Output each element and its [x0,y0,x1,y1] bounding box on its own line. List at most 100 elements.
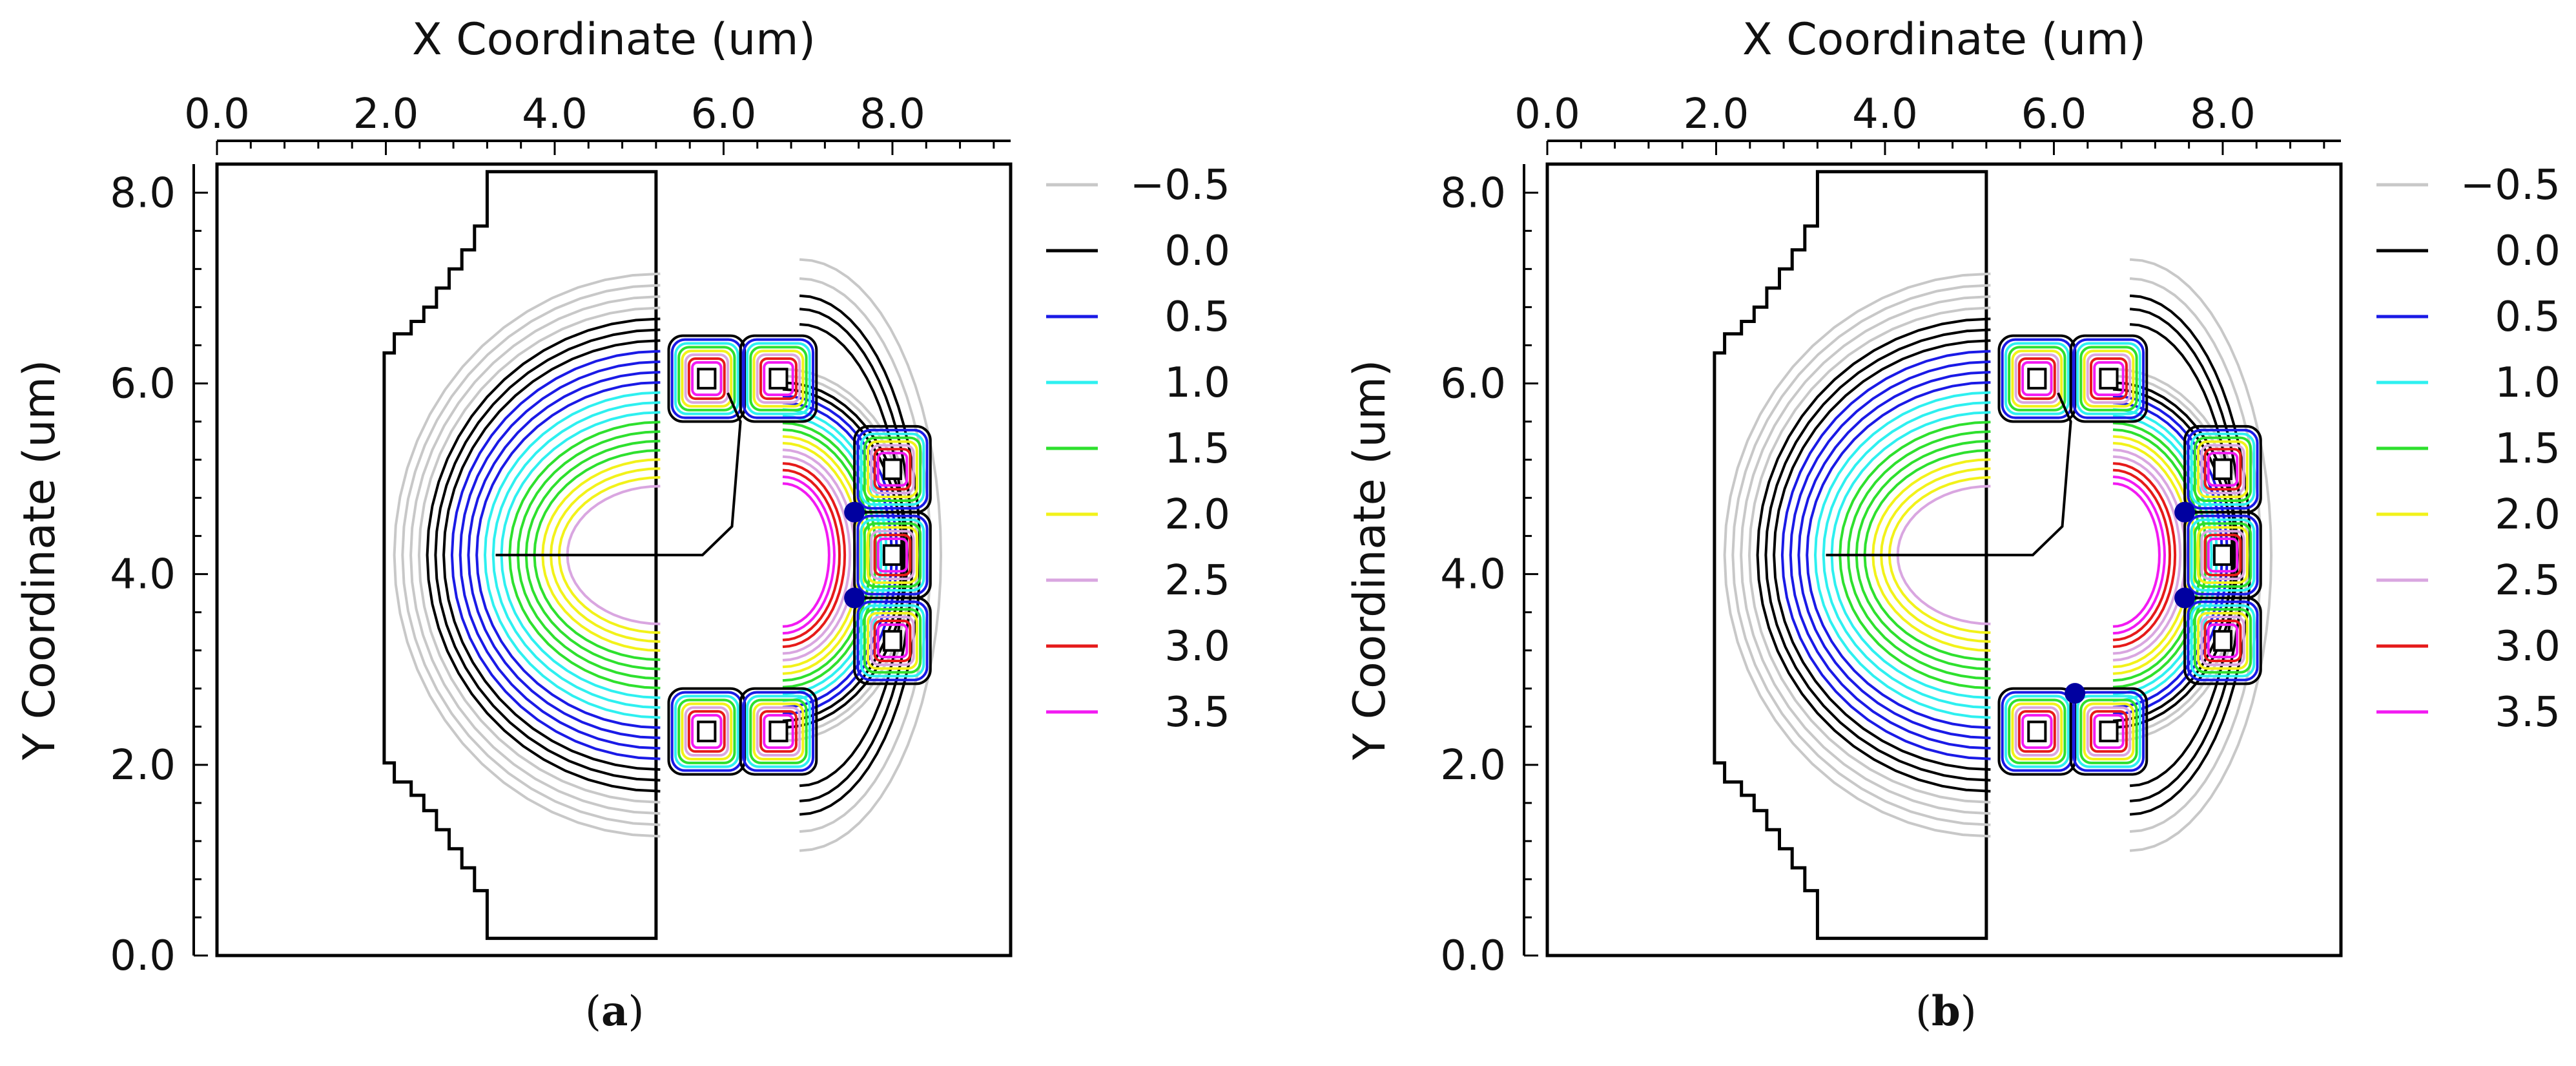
contact-square [2099,368,2119,390]
contour-ring [742,691,815,772]
contact-2 [1997,687,2077,776]
contour-line [2129,308,2244,802]
contact-3 [739,687,818,776]
contour-ring [2187,600,2259,682]
contact-4 [2183,424,2262,514]
contour-ring [873,448,912,491]
contour-line [2112,476,2167,635]
contour-ring [2207,623,2239,659]
contour-ring [873,534,912,577]
contour-line [442,339,661,771]
contour-ring [2004,342,2070,415]
contour-ring [681,350,733,408]
y-tick-label: 6.0 [1440,360,1506,408]
x-tick-label: 8.0 [860,90,925,138]
contour-line [1773,339,1991,771]
contour-line [782,421,878,689]
contour-ring [752,702,805,760]
legend-label: 2.0 [1164,491,1230,539]
contour-ring [2089,357,2128,401]
contour-line [1747,306,1991,804]
legend-label: 3.0 [1164,623,1230,671]
contour-ring [2197,526,2249,584]
x-axis-label: X Coordinate (um) [1742,14,2146,65]
x-tick-label: 4.0 [522,90,588,138]
contact-3 [2069,687,2148,776]
contour-line [417,306,661,804]
contour-line [799,258,943,852]
contact-1 [2069,334,2148,423]
contour-line [782,476,836,635]
contour-ring [863,436,922,502]
contact-square [882,630,903,652]
device-outline [1713,170,1988,940]
contour-ring [860,432,925,506]
contour-ring [677,346,736,412]
legend: −0.5 0.0 0.5 1.0 1.5 2.0 2.5 3.0 3.5 [1046,162,1230,737]
contour-ring [2072,338,2145,419]
y-tick-label: 0.0 [1440,932,1506,980]
contour-ring [749,698,808,764]
contour-ring [2017,710,2056,753]
contact-1 [739,334,818,423]
center-dot [2174,501,2196,523]
contour-ring [2011,350,2063,408]
x-tick-label: 0.0 [1514,90,1580,138]
contour-line [491,401,661,709]
contour-line [2129,323,2236,788]
y-tick-label: 8.0 [110,169,176,217]
contour-ring [2079,346,2138,412]
contour-ring [856,514,929,596]
contour-ring [2203,448,2242,491]
contour-line [1822,401,1991,709]
contour-line [1789,360,1991,750]
contour-ring [867,440,918,499]
x-tick-label: 6.0 [2021,90,2087,138]
contour-line [1740,295,1991,815]
legend-label: 1.0 [1164,359,1230,407]
contour-ring [2076,695,2141,768]
y-axis-label: Y Coordinate (um) [14,360,65,761]
contour-ring [2083,702,2135,760]
contour-ring [2203,534,2242,577]
contour-line [483,391,661,719]
contour-line [782,462,847,649]
legend-label: 1.5 [1164,425,1230,473]
contour-ring [756,706,801,757]
contour-ring [691,714,723,749]
gate-line [495,392,742,557]
contour-ring [873,619,912,662]
legend-label: −0.5 [1130,162,1230,209]
contour-ring [2193,436,2252,502]
contour-ring [2203,619,2242,662]
contact-6 [2183,596,2262,685]
contour-ring [2093,361,2125,397]
contour-ring [876,452,909,487]
x-tick-label: 0.0 [184,90,250,138]
x-tick-label: 2.0 [1684,90,1749,138]
x-tick-label: 4.0 [1852,90,1918,138]
y-axis-label: Y Coordinate (um) [1345,360,1396,761]
contour-ring [684,353,730,404]
contour-ring [867,612,918,670]
contour-ring [2200,616,2245,666]
contour-ring [687,710,726,753]
legend-label: 2.0 [2495,491,2561,539]
panel-caption-a: (a) [585,987,644,1036]
contour-ring [2008,698,2066,764]
gate-line [1826,392,2072,557]
y-tick-label: 6.0 [110,360,176,408]
contour-ring [2089,710,2128,753]
contour-ring [2187,428,2259,510]
contact-square [2212,630,2233,652]
y-tick-label: 2.0 [1440,742,1506,789]
contour-ring [759,357,798,401]
panel-a: 0.0 2.0 4.0 6.0 8.0 X Coordinate (um) 0.0 2.0 4.… [14,14,1230,980]
panel-b: 0.0 2.0 4.0 6.0 8.0 X Coordinate (um) 0.0 2.0 4.… [1345,14,2561,980]
y-tick-label: 0.0 [110,932,176,980]
contact-square [768,720,788,742]
device-outline [382,170,658,940]
contour-line [2112,468,2172,642]
contact-square [2212,544,2233,566]
contour-ring [2190,604,2256,678]
